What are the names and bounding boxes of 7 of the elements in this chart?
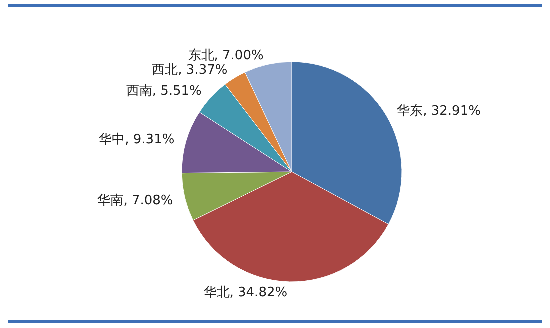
slice-label: 西北, 3.37% <box>152 62 228 78</box>
slice-label: 华东, 32.91% <box>397 104 481 120</box>
slice-label: 华北, 34.82% <box>204 286 288 301</box>
slice-label: 华中, 9.31% <box>99 132 175 148</box>
slice-label: 东北, 7.00% <box>188 48 264 64</box>
slice-label: 西南, 5.51% <box>126 84 202 100</box>
slice-label: 华南, 7.08% <box>98 193 174 208</box>
